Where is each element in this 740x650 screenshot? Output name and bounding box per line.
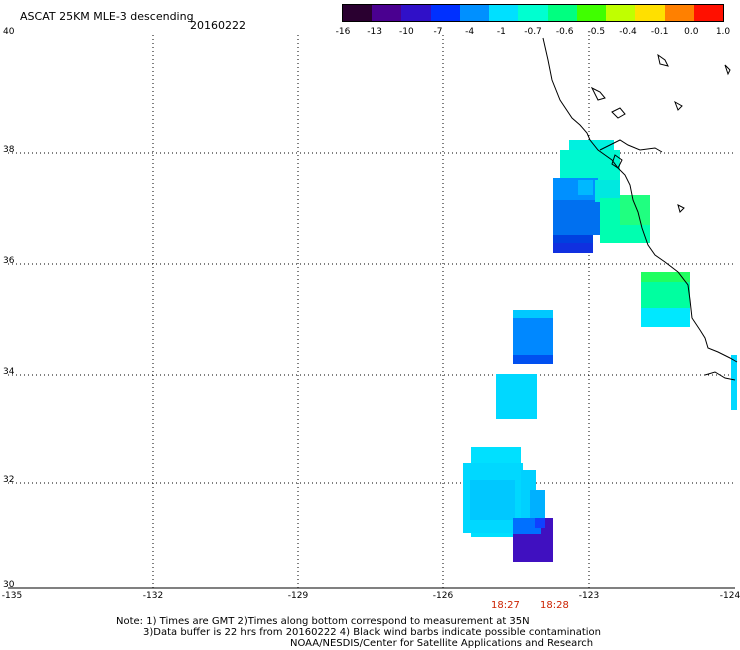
colorbar-segment (372, 5, 402, 21)
time-label: 18:27 (491, 600, 520, 611)
colorbar-segment (401, 5, 431, 21)
lat-label: 30 (3, 580, 15, 590)
coastline (542, 37, 738, 381)
lon-label: -135 (1, 591, 23, 601)
lat-label: 36 (3, 256, 15, 266)
colorbar-segment (343, 5, 373, 21)
note-line-1: Note: 1) Times are GMT 2)Times along bot… (116, 616, 530, 627)
gridlines (8, 35, 735, 588)
colorbar-segment (664, 5, 694, 21)
lon-label: -124 (719, 591, 740, 601)
note-line-3: NOAA/NESDIS/Center for Satellite Applica… (290, 638, 594, 649)
data-swath-mid (641, 272, 737, 410)
data-swath-north (553, 140, 650, 253)
colorbar-tick-label: -16 (335, 27, 351, 37)
colorbar (342, 4, 724, 22)
colorbar-segment (489, 5, 519, 21)
colorbar-tick-label: -0.7 (524, 27, 542, 37)
lon-label: -129 (287, 591, 309, 601)
colorbar-tick-label: -0.1 (650, 27, 669, 37)
colorbar-tick-label: -10 (398, 27, 414, 37)
note-line-2: 3)Data buffer is 22 hrs from 20160222 4)… (143, 627, 601, 638)
lat-label: 40 (3, 27, 15, 37)
colorbar-tick-label: 0.0 (684, 27, 699, 37)
colorbar-segment (547, 5, 577, 21)
lat-label: 32 (3, 475, 15, 485)
colorbar-tick-label: -0.5 (587, 27, 606, 37)
colorbar-tick-label: -13 (367, 27, 383, 37)
colorbar-tick-label: -0.6 (555, 27, 574, 37)
time-label: 18:28 (540, 600, 569, 611)
lon-label: -123 (578, 591, 600, 601)
lon-label: -126 (432, 591, 454, 601)
colorbar-segment (606, 5, 636, 21)
colorbar-tick-label: -7 (433, 27, 443, 37)
lat-label: 34 (3, 367, 15, 377)
colorbar-segment (430, 5, 460, 21)
colorbar-segment (693, 5, 724, 21)
colorbar-tick-label: -1 (496, 27, 506, 37)
data-swath-south (463, 310, 553, 562)
map-title: ASCAT 25KM MLE-3 descending (20, 10, 194, 23)
colorbar-tick-label: 1.0 (715, 27, 731, 37)
lat-label: 38 (3, 145, 15, 155)
colorbar-tick-label: -4 (465, 27, 475, 37)
colorbar-tick-label: -0.4 (619, 27, 637, 37)
lon-label: -132 (142, 591, 164, 601)
colorbar-segment (576, 5, 607, 21)
colorbar-segment (459, 5, 490, 21)
map-date: 20160222 (190, 19, 246, 32)
colorbar-segment (518, 5, 548, 21)
colorbar-segment (635, 5, 665, 21)
